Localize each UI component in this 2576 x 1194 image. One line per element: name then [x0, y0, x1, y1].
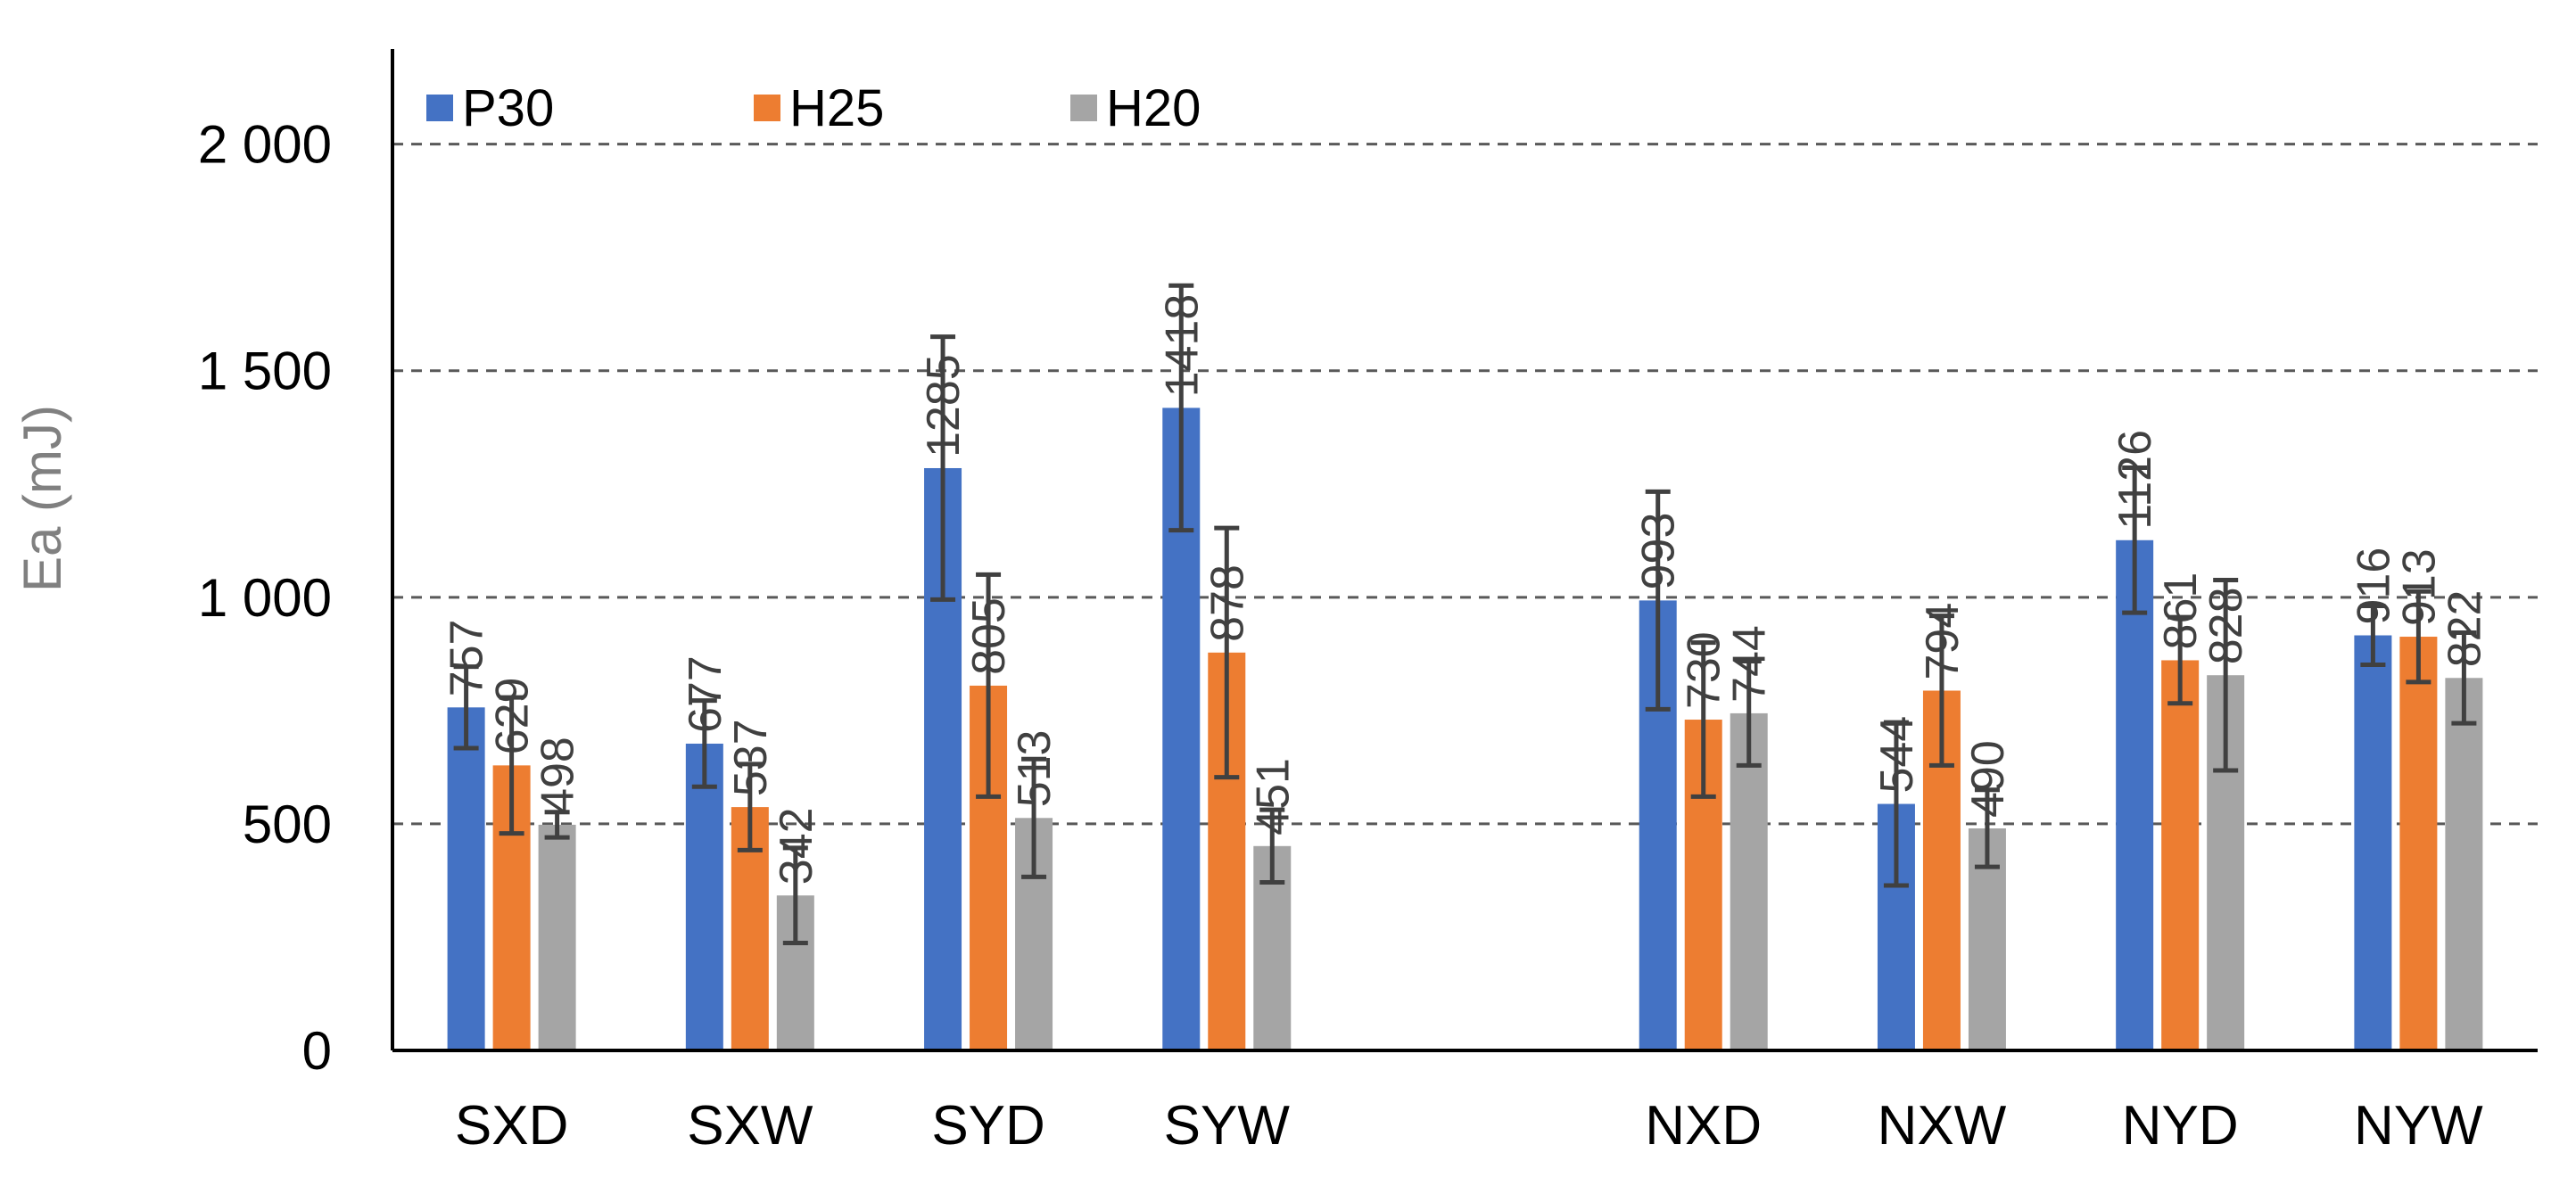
error-bar — [1168, 283, 1194, 533]
legend-swatch — [426, 95, 453, 121]
legend-item-h25: H25 — [754, 79, 884, 137]
legend-label: H25 — [789, 79, 884, 137]
legend-label: P30 — [462, 79, 554, 137]
category-labels: SXD SXW SYD SYW NXD NXW NYD NYW — [455, 1095, 2483, 1157]
data-label: 1418 — [1156, 294, 1208, 398]
bar-p30 — [2354, 635, 2392, 1050]
x-category-label: NYD — [2122, 1095, 2239, 1157]
data-label: 805 — [963, 597, 1015, 675]
error-bar — [1883, 720, 1909, 888]
data-label: 677 — [680, 655, 731, 733]
data-label: 342 — [771, 807, 822, 885]
error-bar — [1928, 613, 1954, 768]
data-label: 498 — [533, 737, 584, 814]
data-label: 1126 — [2110, 430, 2161, 530]
error-bar — [2122, 465, 2148, 615]
data-label: 794 — [1917, 603, 1969, 680]
x-category-label: SYD — [931, 1095, 1044, 1157]
error-bar — [2213, 578, 2239, 773]
error-bar — [782, 845, 808, 946]
error-bars — [453, 283, 2477, 946]
data-label: 744 — [1724, 625, 1776, 703]
data-label: 629 — [487, 678, 539, 755]
error-bar — [737, 762, 763, 852]
y-tick-label: 0 — [302, 1021, 332, 1081]
data-label: 861 — [2155, 572, 2207, 650]
error-bar — [2167, 614, 2193, 706]
error-bar — [2360, 603, 2386, 668]
error-bar — [976, 572, 1002, 799]
error-bar — [1214, 525, 1240, 780]
error-bar — [1259, 807, 1285, 885]
legend-item-h20: H20 — [1070, 79, 1201, 137]
y-axis-title: Ea (mJ) — [12, 405, 72, 592]
y-tick-label: 2 000 — [198, 115, 332, 175]
data-label: 537 — [725, 719, 777, 796]
error-bar — [1974, 787, 2000, 869]
legend-swatch — [1070, 95, 1097, 121]
error-bar — [2451, 630, 2477, 726]
x-category-label: NXD — [1645, 1095, 1762, 1157]
y-tick-label: 1 000 — [198, 568, 332, 628]
legend-label: H20 — [1106, 79, 1201, 137]
bar-h20 — [2445, 678, 2483, 1050]
error-bar — [1690, 640, 1716, 799]
bar-h25 — [2399, 637, 2438, 1050]
data-label: 451 — [1247, 758, 1299, 836]
data-label: 490 — [1962, 740, 2014, 818]
x-category-label: NYW — [2354, 1095, 2483, 1157]
y-tick-label: 500 — [243, 795, 332, 854]
x-category-label: SYW — [1164, 1095, 1291, 1157]
error-bar — [930, 334, 956, 602]
bar-h20 — [1730, 712, 1768, 1050]
y-axis-ticks: 0 500 1 000 1 500 2 000 — [198, 115, 332, 1081]
data-label: 993 — [1633, 513, 1685, 590]
data-label: 1285 — [918, 354, 970, 457]
data-label: 513 — [1009, 730, 1061, 808]
bar-p30 — [447, 707, 485, 1050]
x-category-label: SXD — [455, 1095, 568, 1157]
data-label: 544 — [1871, 716, 1923, 794]
error-bar — [1736, 658, 1762, 768]
y-tick-label: 1 500 — [198, 342, 332, 401]
error-bar — [1021, 756, 1047, 879]
x-category-label: SXW — [687, 1095, 813, 1157]
data-label: 822 — [2439, 590, 2490, 668]
error-bar — [691, 698, 717, 789]
error-bar — [544, 810, 570, 840]
data-label: 828 — [2200, 587, 2252, 664]
error-bar — [1645, 489, 1671, 712]
data-label: 878 — [1201, 564, 1253, 642]
bar-h25 — [2161, 660, 2200, 1050]
legend: P30 H25 H20 — [426, 79, 1201, 137]
data-label: 757 — [442, 620, 493, 697]
error-bar — [453, 664, 479, 751]
bar-p30 — [2116, 539, 2154, 1050]
data-label: 916 — [2348, 548, 2399, 625]
legend-item-p30: P30 — [426, 79, 554, 137]
data-label: 730 — [1679, 631, 1730, 709]
data-label: 913 — [2393, 548, 2445, 626]
legend-swatch — [754, 95, 780, 121]
bar-p30 — [685, 743, 723, 1050]
x-category-label: NXW — [1878, 1095, 2007, 1157]
bars — [447, 408, 2483, 1050]
error-bar — [499, 695, 524, 836]
bar-h20 — [538, 824, 576, 1050]
error-bar — [2406, 589, 2432, 685]
